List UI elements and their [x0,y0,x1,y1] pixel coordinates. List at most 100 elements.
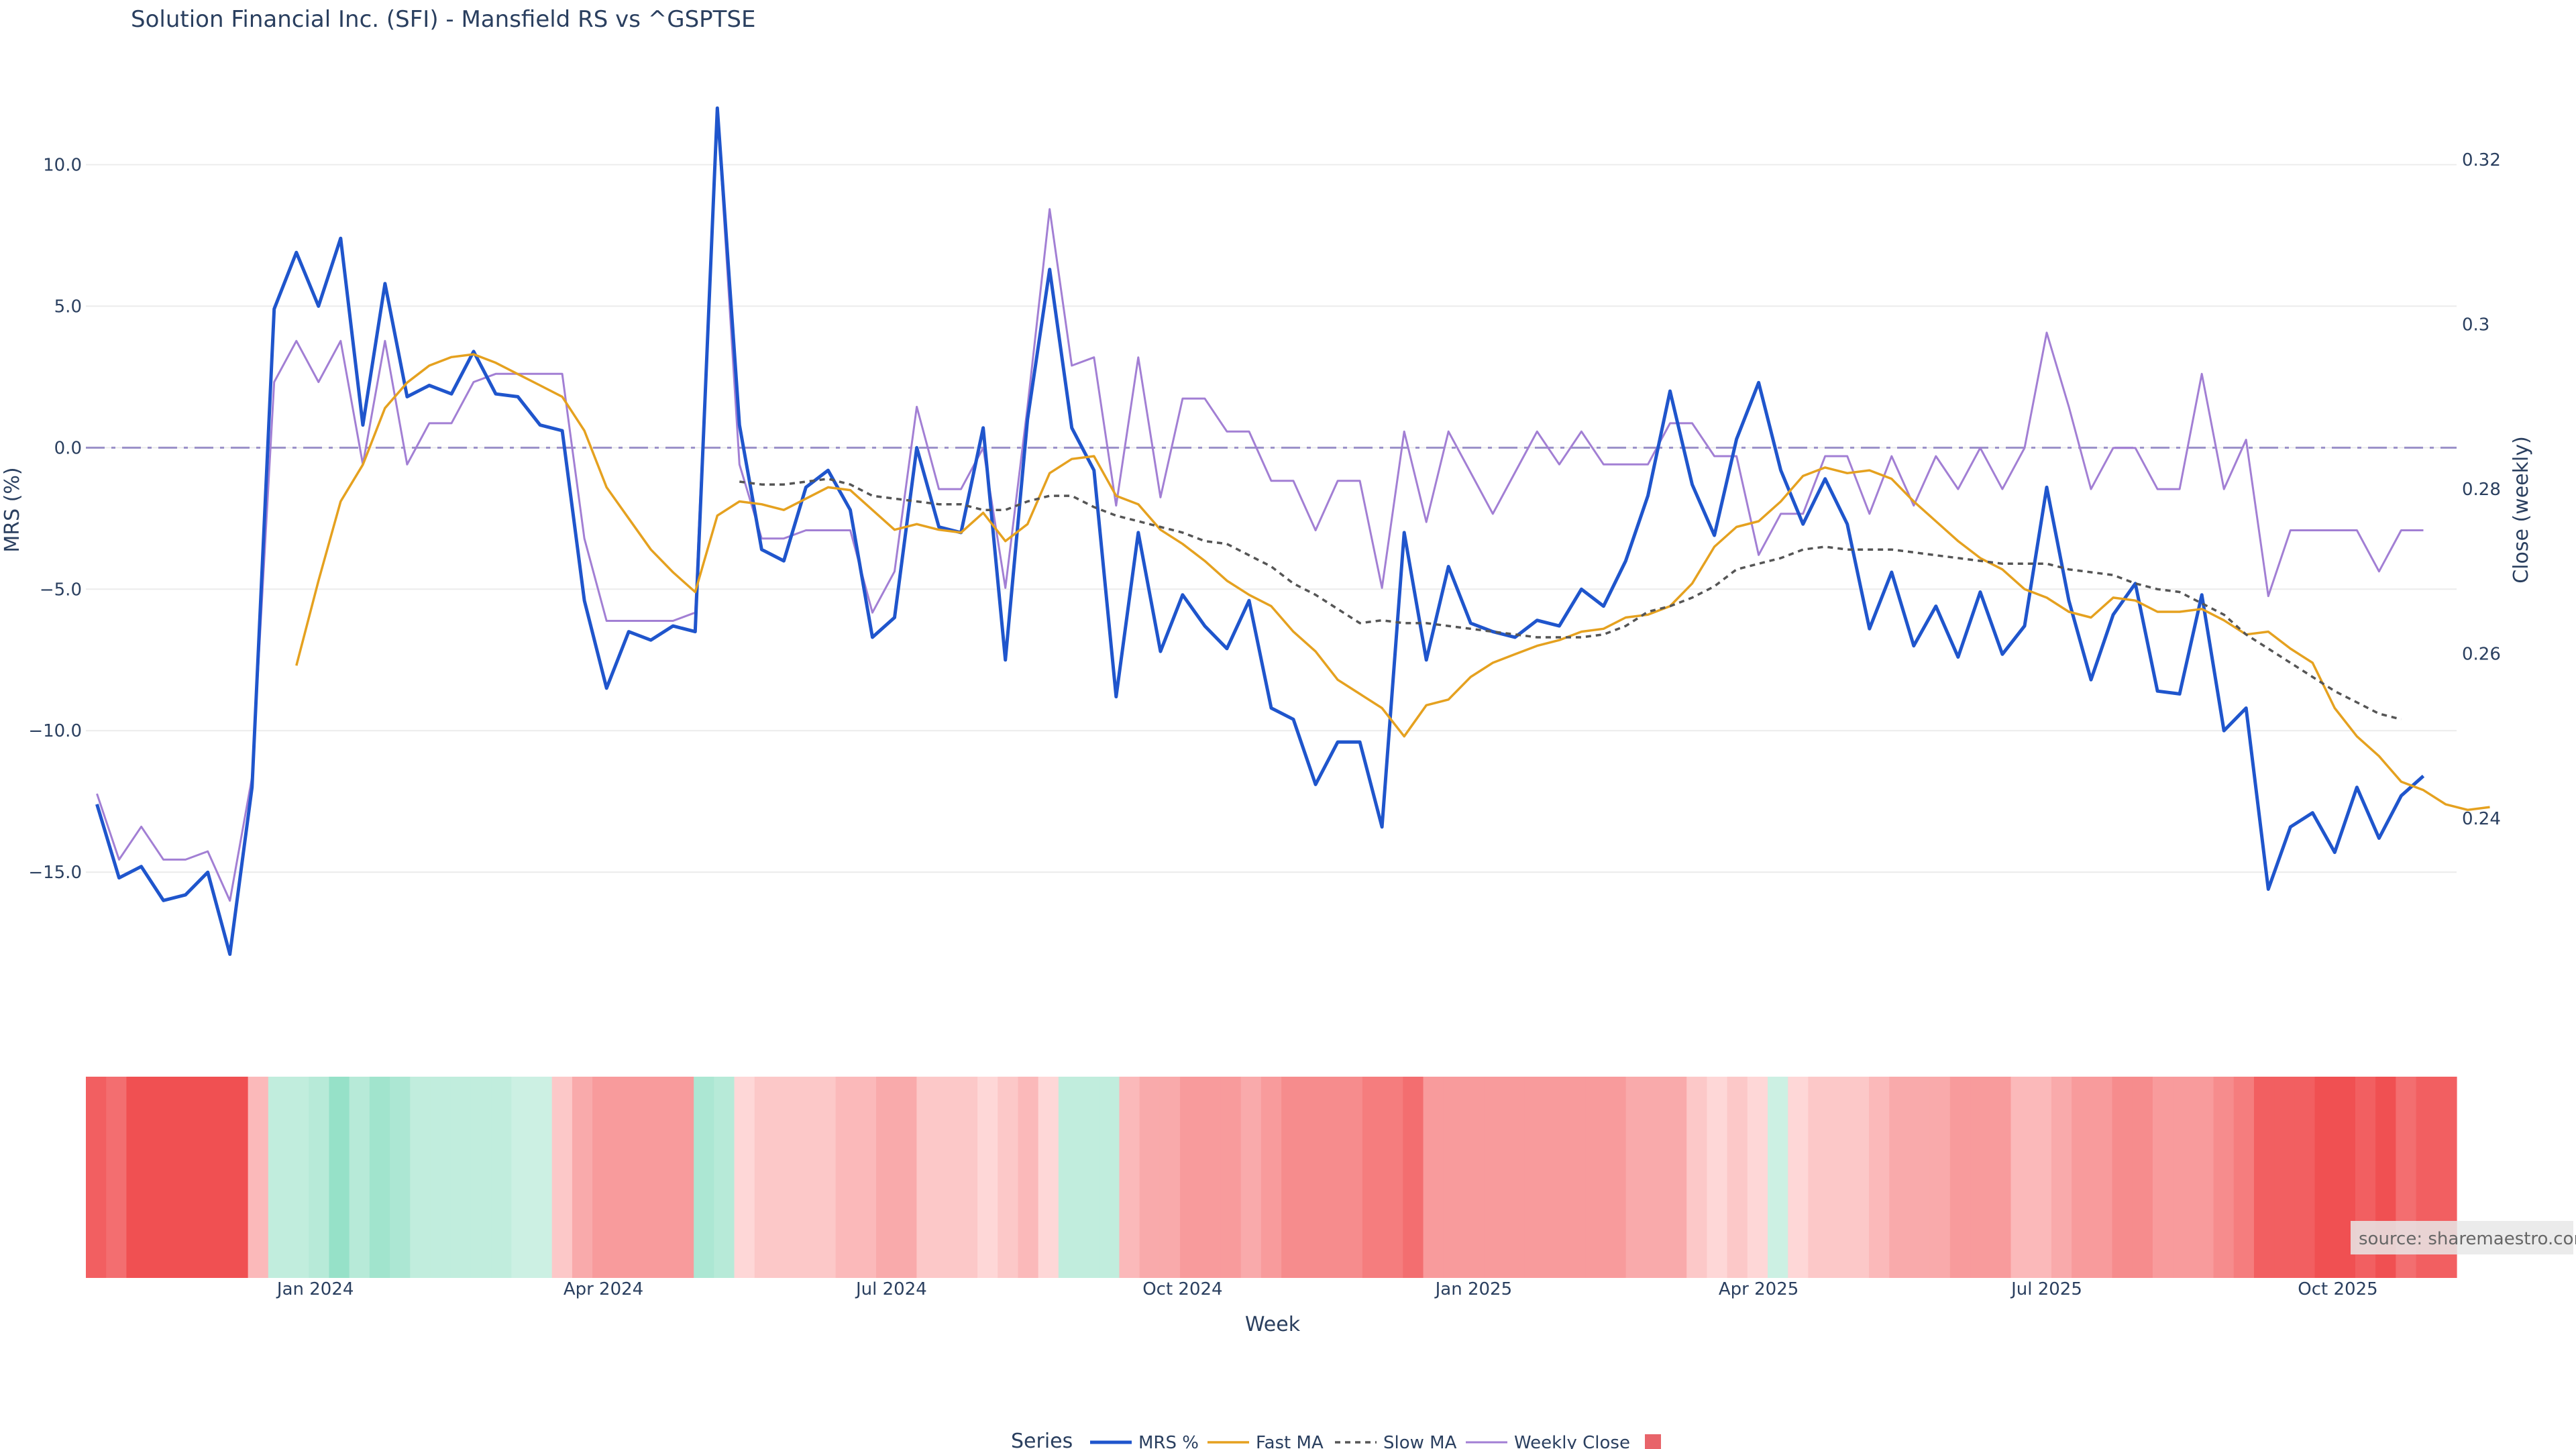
y-axis-ticks: 10.0 5.0 0.0 −5.0 −10.0 −15.0 [28,155,82,883]
heatmap-band [86,1077,2457,1278]
heatmap-cell [390,1077,411,1278]
legend-label: MRS % [1138,1433,1199,1449]
heatmap-cell [268,1077,289,1278]
legend-label: Weekly Close [1514,1433,1630,1449]
y2-tick-label: 0.28 [2462,480,2501,500]
heatmap-cell [146,1077,168,1278]
heatmap-cell [1808,1077,1829,1278]
heatmap-cell [1889,1077,1911,1278]
heatmap-cell [1463,1077,1485,1278]
heatmap-cell [1342,1077,1363,1278]
series-line-weekly-close [96,109,2424,902]
heatmap-cell [1301,1077,1323,1278]
legend: Series MRS % Fast MA Slow MA Weekly Close [1011,1430,1661,1449]
y-tick-label: −15.0 [28,863,82,883]
heatmap-cell [734,1077,755,1278]
heatmap-cell [369,1077,390,1278]
heatmap-cell [1869,1077,1890,1278]
heatmap-cell [1362,1077,1383,1278]
heatmap-cell [1504,1077,1525,1278]
heatmap-cell [1848,1077,1870,1278]
heatmap-cell [450,1077,472,1278]
heatmap-cell [1564,1077,1586,1278]
heatmap-cell [876,1077,897,1278]
heatmap-cell [2314,1077,2336,1278]
heatmap-cell [774,1077,796,1278]
y2-tick-label: 0.24 [2462,809,2501,829]
heatmap-cell [1403,1077,1424,1278]
heatmap-cell [551,1077,573,1278]
heatmap-cell [2253,1077,2275,1278]
heatmap-cell [126,1077,148,1278]
source-text: source: sharemaestro.com [2359,1229,2576,1249]
heatmap-cell [470,1077,492,1278]
heatmap-cell [1585,1077,1606,1278]
heatmap-cell [309,1077,330,1278]
x-tick-label: Jan 2024 [276,1279,354,1299]
heatmap-cell [916,1077,938,1278]
heatmap-cell [2193,1077,2214,1278]
heatmap-cell [2233,1077,2255,1278]
y-tick-label: 0.0 [54,438,82,458]
x-axis-ticks: Jan 2024 Apr 2024 Jul 2024 Oct 2024 Jan 2025… [276,1279,2378,1299]
heatmap-cell [936,1077,958,1278]
heatmap-cell [491,1077,512,1278]
heatmap-cell [1707,1077,1728,1278]
heatmap-cell [694,1077,714,1278]
heatmap-cell [187,1077,208,1278]
heatmap-cell [1079,1077,1099,1278]
heatmap-cell [2092,1077,2113,1278]
legend-label: Fast MA [1256,1433,1324,1449]
grid-lines [86,164,2457,873]
legend-label: Slow MA [1383,1433,1457,1449]
heatmap-cell [612,1077,634,1278]
heatmap-cell [1929,1077,1951,1278]
heatmap-cell [511,1077,533,1278]
series-line-mrs [95,106,2425,956]
x-tick-label: Oct 2025 [2298,1279,2377,1299]
heatmap-cell [531,1077,553,1278]
chart-title: Solution Financial Inc. (SFI) - Mansfiel… [131,6,755,33]
y2-axis-ticks: 0.32 0.3 0.28 0.26 0.24 [2462,150,2501,829]
heatmap-cell [227,1077,249,1278]
heatmap-cell [572,1077,593,1278]
heatmap-cell [2173,1077,2194,1278]
heatmap-cell [1605,1077,1627,1278]
heatmap-cell [2294,1077,2316,1278]
x-tick-label: Jul 2025 [2010,1279,2082,1299]
heatmap-cell [998,1077,1019,1278]
heatmap-cell [349,1077,370,1278]
x-tick-label: Oct 2024 [1142,1279,1222,1299]
heatmap-cell [1260,1077,1282,1278]
x-axis-label: Week [1245,1313,1301,1336]
heatmap-cell [1970,1077,1991,1278]
heatmap-cell [1322,1077,1343,1278]
y2-tick-label: 0.32 [2462,150,2501,170]
y-tick-label: −10.0 [28,721,82,741]
heatmap-cell [1544,1077,1566,1278]
heatmap-cell [714,1077,735,1278]
heatmap-cell [1220,1077,1242,1278]
y2-tick-label: 0.3 [2462,315,2489,335]
heatmap-cell [2274,1077,2295,1278]
heatmap-cell [86,1077,107,1278]
heatmap-cell [2072,1077,2092,1278]
heatmap-cell [1038,1077,1059,1278]
heatmap-cell [2132,1077,2153,1278]
x-tick-label: Jan 2025 [1434,1279,1513,1299]
heatmap-cell [1159,1077,1181,1278]
heatmap-cell [835,1077,857,1278]
heatmap-cell [1524,1077,1546,1278]
heatmap-cell [2051,1077,2072,1278]
heatmap-cell [430,1077,451,1278]
heatmap-cell [795,1077,816,1278]
x-tick-label: Apr 2025 [1719,1279,1799,1299]
heatmap-cell [1646,1077,1667,1278]
x-tick-label: Apr 2024 [564,1279,643,1299]
heatmap-cell [410,1077,431,1278]
heatmap-cell [2010,1077,2032,1278]
series-lines [95,106,2490,956]
heatmap-cell [1099,1077,1120,1278]
heatmap-cell [1990,1077,2012,1278]
